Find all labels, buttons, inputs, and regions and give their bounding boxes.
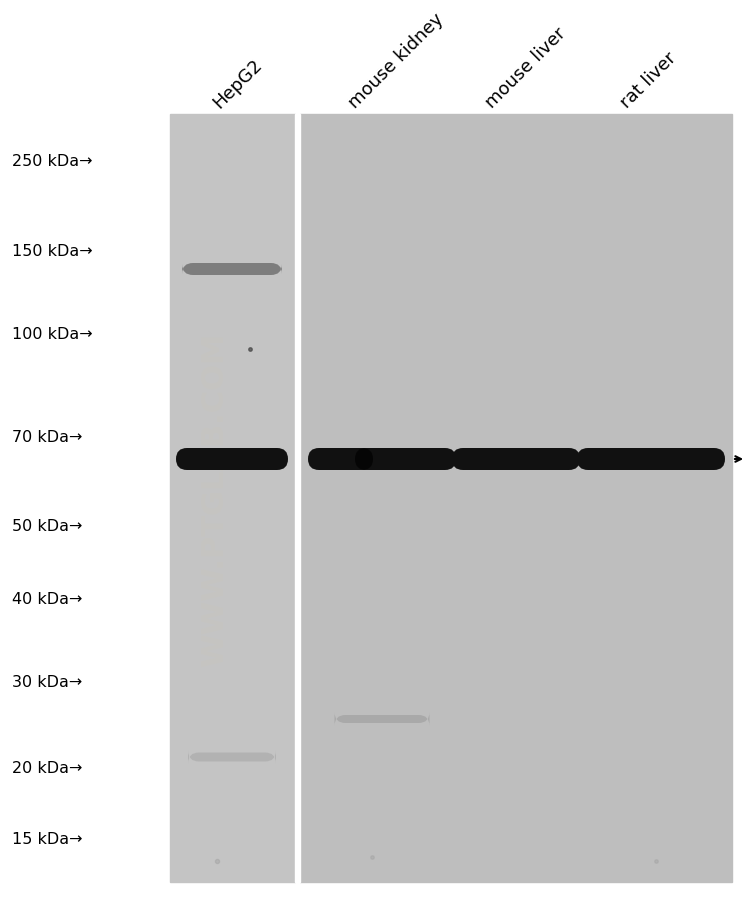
FancyBboxPatch shape bbox=[355, 448, 373, 471]
Bar bbox=[300, 115, 732, 882]
FancyBboxPatch shape bbox=[176, 448, 288, 471]
Text: 50 kDa→: 50 kDa→ bbox=[12, 519, 82, 534]
Text: 250 kDa→: 250 kDa→ bbox=[12, 154, 92, 170]
FancyBboxPatch shape bbox=[334, 713, 430, 726]
Text: WWW.PTGLAB.COM: WWW.PTGLAB.COM bbox=[200, 333, 230, 667]
Text: mouse liver: mouse liver bbox=[482, 24, 570, 112]
FancyBboxPatch shape bbox=[308, 448, 456, 471]
Bar bbox=[170, 115, 295, 882]
Text: 30 kDa→: 30 kDa→ bbox=[12, 675, 82, 690]
FancyBboxPatch shape bbox=[577, 448, 725, 471]
Text: rat liver: rat liver bbox=[617, 49, 680, 112]
Text: mouse kidney: mouse kidney bbox=[345, 10, 447, 112]
Text: 15 kDa→: 15 kDa→ bbox=[12, 832, 82, 847]
Text: 100 kDa→: 100 kDa→ bbox=[12, 327, 93, 342]
Text: 20 kDa→: 20 kDa→ bbox=[12, 760, 82, 776]
Text: 70 kDa→: 70 kDa→ bbox=[12, 430, 82, 445]
FancyBboxPatch shape bbox=[452, 448, 580, 471]
Text: HepG2: HepG2 bbox=[209, 56, 266, 112]
Bar bbox=[295, 115, 300, 882]
FancyBboxPatch shape bbox=[182, 263, 282, 276]
FancyBboxPatch shape bbox=[188, 750, 276, 764]
Text: 150 kDa→: 150 kDa→ bbox=[12, 244, 93, 259]
Text: 40 kDa→: 40 kDa→ bbox=[12, 592, 82, 607]
